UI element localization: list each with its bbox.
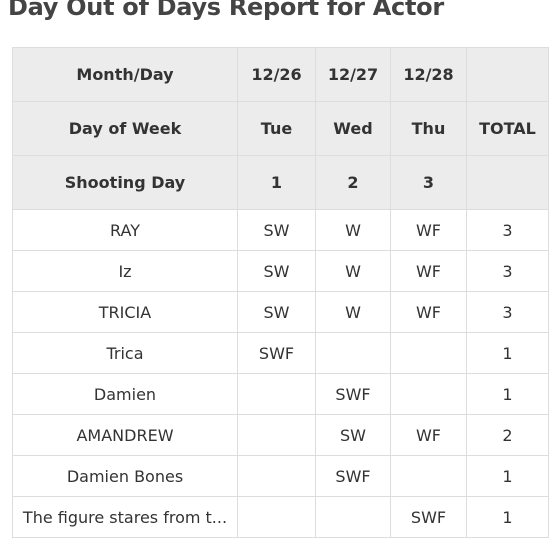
table-cell: 1 xyxy=(466,332,549,374)
table-cell: 1 xyxy=(466,373,549,415)
header-cell xyxy=(466,155,549,210)
table-cell: SW xyxy=(237,209,316,251)
header-cell: Month/Day xyxy=(12,47,238,102)
table-cell: The figure stares from t... xyxy=(12,496,238,538)
table-cell xyxy=(237,496,316,538)
table-cell: Damien Bones xyxy=(12,455,238,497)
table-row: The figure stares from t... SWF 1 xyxy=(12,496,549,538)
table-row: Damien Bones SWF 1 xyxy=(12,455,549,497)
header-cell: Thu xyxy=(390,101,467,156)
table-row: TRICIA SW W WF 3 xyxy=(12,291,549,333)
table-cell xyxy=(390,455,467,497)
header-cell: Shooting Day xyxy=(12,155,238,210)
table-cell: 1 xyxy=(466,496,549,538)
table-cell: SWF xyxy=(390,496,467,538)
table-body: Month/Day 12/26 12/27 12/28 Day of Week Tue We… xyxy=(12,47,549,538)
header-row: Shooting Day 1 2 3 xyxy=(12,155,549,210)
table-cell: WF xyxy=(390,414,467,456)
table-row: RAY SW W WF 3 xyxy=(12,209,549,251)
table-cell xyxy=(237,455,316,497)
table-row: Trica SWF 1 xyxy=(12,332,549,374)
header-cell: TOTAL xyxy=(466,101,549,156)
header-cell: 1 xyxy=(237,155,316,210)
header-cell: Wed xyxy=(315,101,391,156)
header-cell: Tue xyxy=(237,101,316,156)
table-row: Iz SW W WF 3 xyxy=(12,250,549,292)
header-cell: 12/26 xyxy=(237,47,316,102)
table-cell: 3 xyxy=(466,250,549,292)
table-cell: SW xyxy=(315,414,391,456)
table-row: Damien SWF 1 xyxy=(12,373,549,415)
header-cell xyxy=(466,47,549,102)
table-cell: 1 xyxy=(466,455,549,497)
table-cell: Iz xyxy=(12,250,238,292)
table-cell: 3 xyxy=(466,291,549,333)
table-cell: TRICIA xyxy=(12,291,238,333)
table-cell: Trica xyxy=(12,332,238,374)
table-cell: 2 xyxy=(466,414,549,456)
table-cell xyxy=(237,373,316,415)
table-cell xyxy=(390,332,467,374)
header-cell: 3 xyxy=(390,155,467,210)
header-cell: 12/27 xyxy=(315,47,391,102)
table-cell: SWF xyxy=(237,332,316,374)
table-cell xyxy=(315,332,391,374)
table-cell xyxy=(315,496,391,538)
table-cell: WF xyxy=(390,291,467,333)
report-title: Day Out of Days Report for Actor xyxy=(8,0,444,21)
table-cell: W xyxy=(315,250,391,292)
table-cell: RAY xyxy=(12,209,238,251)
table-cell: Damien xyxy=(12,373,238,415)
table-row: AMANDREW SW WF 2 xyxy=(12,414,549,456)
header-cell: 12/28 xyxy=(390,47,467,102)
table-cell: 3 xyxy=(466,209,549,251)
table-cell xyxy=(390,373,467,415)
header-cell: Day of Week xyxy=(12,101,238,156)
header-row: Day of Week Tue Wed Thu TOTAL xyxy=(12,101,549,156)
report-table: Month/Day 12/26 12/27 12/28 Day of Week Tue We… xyxy=(12,47,549,538)
table-cell: W xyxy=(315,291,391,333)
table-cell: AMANDREW xyxy=(12,414,238,456)
table-cell: W xyxy=(315,209,391,251)
header-row: Month/Day 12/26 12/27 12/28 xyxy=(12,47,549,102)
table-cell: WF xyxy=(390,209,467,251)
table-cell: SWF xyxy=(315,373,391,415)
table-cell: SW xyxy=(237,291,316,333)
table-cell: SW xyxy=(237,250,316,292)
table-cell xyxy=(237,414,316,456)
table-cell: WF xyxy=(390,250,467,292)
table-cell: SWF xyxy=(315,455,391,497)
header-cell: 2 xyxy=(315,155,391,210)
